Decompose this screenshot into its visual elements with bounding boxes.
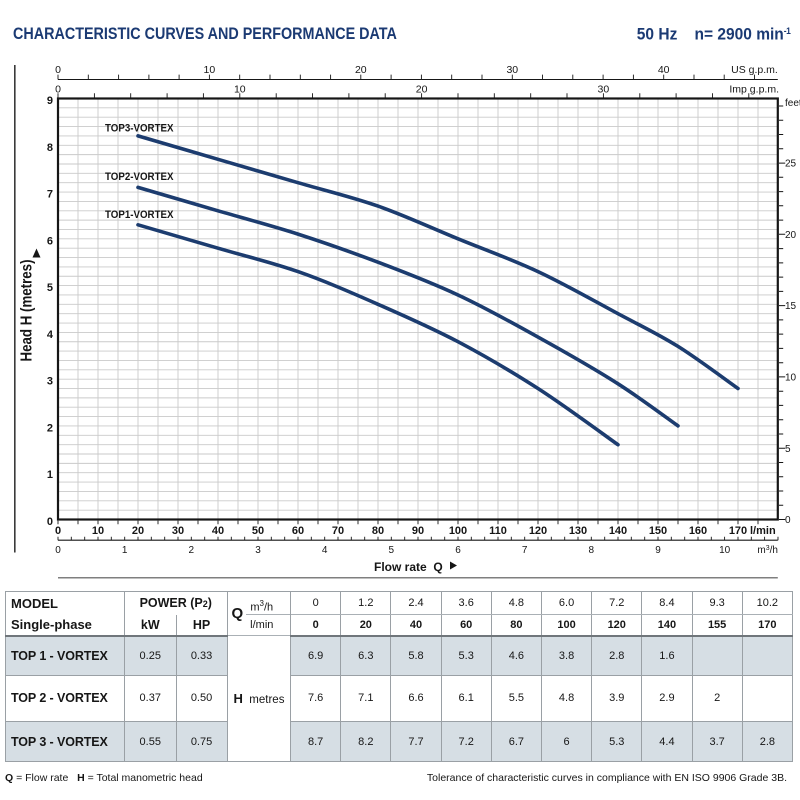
svg-text:1: 1: [47, 469, 53, 481]
svg-text:0: 0: [47, 516, 53, 528]
svg-text:0: 0: [55, 545, 61, 556]
svg-text:0: 0: [55, 525, 61, 537]
svg-text:160: 160: [689, 525, 707, 537]
svg-text:8: 8: [589, 545, 595, 556]
svg-text:5: 5: [785, 444, 791, 455]
svg-text:15: 15: [785, 301, 797, 312]
svg-text:4: 4: [47, 329, 54, 341]
svg-text:1: 1: [122, 545, 128, 556]
svg-text:100: 100: [449, 525, 467, 537]
svg-text:60: 60: [292, 525, 304, 537]
svg-text:0: 0: [785, 515, 791, 526]
svg-text:170: 170: [729, 525, 747, 537]
svg-text:3: 3: [255, 545, 261, 556]
svg-text:110: 110: [489, 525, 507, 537]
svg-text:TOP2-VORTEX: TOP2-VORTEX: [105, 171, 174, 183]
svg-text:l/min: l/min: [750, 525, 776, 537]
svg-text:70: 70: [332, 525, 344, 537]
svg-text:7: 7: [47, 189, 53, 201]
svg-text:8: 8: [47, 142, 53, 154]
svg-text:feet: feet: [785, 98, 800, 109]
svg-text:40: 40: [658, 64, 670, 76]
svg-text:130: 130: [569, 525, 587, 537]
svg-text:0: 0: [55, 64, 61, 76]
svg-text:20: 20: [355, 64, 367, 76]
svg-text:Flow rate Q: Flow rate Q: [374, 560, 443, 574]
svg-text:30: 30: [506, 64, 518, 76]
svg-text:0: 0: [55, 83, 61, 95]
svg-text:5: 5: [389, 545, 395, 556]
svg-text:20: 20: [785, 230, 797, 241]
svg-text:50: 50: [252, 525, 264, 537]
svg-text:25: 25: [785, 159, 797, 170]
svg-text:2: 2: [189, 545, 195, 556]
svg-text:Head H (metres): Head H (metres): [19, 260, 36, 362]
svg-text:2: 2: [47, 422, 53, 434]
svg-text:140: 140: [609, 525, 627, 537]
svg-text:9: 9: [47, 95, 53, 107]
svg-text:80: 80: [372, 525, 384, 537]
svg-text:90: 90: [412, 525, 424, 537]
svg-text:6: 6: [47, 235, 53, 247]
svg-text:7: 7: [522, 545, 528, 556]
svg-text:Imp g.p.m.: Imp g.p.m.: [729, 83, 779, 95]
svg-text:40: 40: [212, 525, 224, 537]
svg-text:4: 4: [322, 545, 328, 556]
svg-text:3: 3: [47, 376, 53, 388]
svg-text:120: 120: [529, 525, 547, 537]
svg-text:10: 10: [204, 64, 216, 76]
svg-text:20: 20: [132, 525, 144, 537]
svg-text:10: 10: [92, 525, 104, 537]
svg-text:10: 10: [785, 373, 797, 384]
svg-text:10: 10: [719, 545, 731, 556]
svg-text:6: 6: [455, 545, 461, 556]
svg-text:m3/h: m3/h: [757, 545, 778, 556]
svg-text:20: 20: [416, 83, 428, 95]
svg-text:30: 30: [172, 525, 184, 537]
svg-text:TOP3-VORTEX: TOP3-VORTEX: [105, 123, 174, 135]
svg-text:9: 9: [655, 545, 661, 556]
svg-text:150: 150: [649, 525, 667, 537]
svg-text:30: 30: [598, 83, 610, 95]
svg-text:10: 10: [234, 83, 246, 95]
svg-text:5: 5: [47, 282, 53, 294]
svg-text:US g.p.m.: US g.p.m.: [731, 64, 778, 76]
svg-text:TOP1-VORTEX: TOP1-VORTEX: [105, 209, 174, 221]
